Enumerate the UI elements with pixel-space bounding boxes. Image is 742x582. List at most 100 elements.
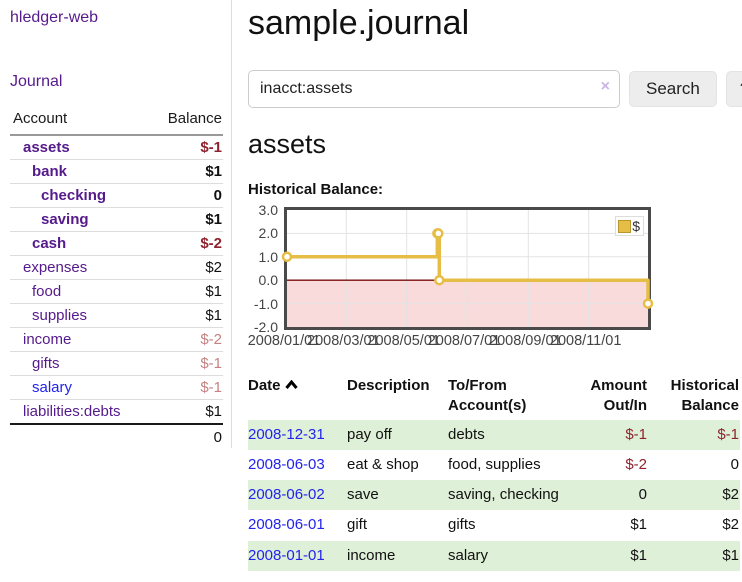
transaction-description-cell: pay off xyxy=(347,425,392,443)
chart-y-axis: 3.0 2.0 1.0 0.0 -1.0 -2.0 xyxy=(248,202,281,335)
transaction-balance-cell: $1 xyxy=(722,546,739,564)
search-field-wrap: × xyxy=(248,70,620,108)
search-input[interactable] xyxy=(248,70,620,108)
transaction-date-link[interactable]: 2008-06-01 xyxy=(248,516,325,534)
account-row: expenses $2 xyxy=(10,255,223,280)
clear-search-icon[interactable]: × xyxy=(600,78,610,95)
account-link[interactable]: assets xyxy=(23,139,70,156)
x-axis-tick-label: 2008/09/01 xyxy=(489,333,562,349)
account-row: bank $1 xyxy=(10,159,223,184)
x-axis-tick-label: 2008/11/01 xyxy=(549,333,622,349)
register-table: Date Description To/From Account(s) Amou… xyxy=(248,373,740,571)
transaction-balance-cell: $2 xyxy=(722,516,739,534)
account-link[interactable]: salary xyxy=(32,379,73,396)
y-axis-tick-label: -2.0 xyxy=(253,319,278,335)
y-axis-tick-label: 2.0 xyxy=(258,225,278,242)
account-link[interactable]: gifts xyxy=(32,355,60,372)
account-name-cell: cash xyxy=(10,231,150,256)
account-link[interactable]: saving xyxy=(41,211,89,228)
accounts-header-row: Account Balance xyxy=(10,106,223,136)
transaction-accounts-cell: food, supplies xyxy=(448,455,541,473)
account-row: gifts $-1 xyxy=(10,351,223,376)
account-name-cell: bank xyxy=(10,159,150,184)
accounts-total-spacer xyxy=(10,423,150,450)
transaction-date-link[interactable]: 2008-01-01 xyxy=(248,546,325,564)
account-link[interactable]: cash xyxy=(32,235,67,252)
transaction-amount-cell: $1 xyxy=(630,516,647,534)
search-button[interactable]: Search xyxy=(629,71,717,107)
register-row: 2008-01-01 income salary $1 $1 xyxy=(248,540,740,571)
account-balance: $1 xyxy=(149,399,223,424)
transaction-date-link[interactable]: 2008-06-02 xyxy=(248,486,325,503)
transaction-date-cell: 2008-12-31 xyxy=(248,420,347,450)
historical-balance-chart: 3.0 2.0 1.0 0.0 -1.0 -2.0 $ 2008/01/01 2008/03… xyxy=(248,202,742,353)
account-balance: $-2 xyxy=(149,231,223,256)
account-name-cell: gifts xyxy=(10,351,150,376)
account-link[interactable]: supplies xyxy=(32,307,88,324)
account-link[interactable]: expenses xyxy=(23,259,88,276)
search-bar: × Search ? xyxy=(248,70,742,108)
account-link[interactable]: checking xyxy=(41,187,107,204)
account-name-cell: income xyxy=(10,327,150,352)
register-row: 2008-06-01 gift gifts $1 $2 xyxy=(248,510,740,540)
account-balance: $1 xyxy=(149,303,223,328)
account-row: checking 0 xyxy=(10,183,223,208)
transaction-accounts-cell: debts xyxy=(448,425,485,443)
account-name-cell: saving xyxy=(10,207,150,232)
chart-heading: Historical Balance: xyxy=(248,181,384,198)
accounts-table: Account Balance assets $-1 bank $1 checking 0… xyxy=(10,106,223,450)
transaction-amount-cell: $1 xyxy=(630,546,647,564)
transaction-accounts-cell: gifts xyxy=(448,516,476,534)
account-link[interactable]: liabilities:debts xyxy=(23,403,121,420)
account-balance: 0 xyxy=(149,183,223,208)
description-column-header: Description xyxy=(347,377,430,394)
sort-ascending-icon xyxy=(284,376,298,396)
account-column-header: Account xyxy=(10,106,150,136)
y-axis-tick-label: 3.0 xyxy=(258,202,278,218)
transaction-date-cell: 2008-01-01 xyxy=(248,541,347,571)
transaction-description-cell: save xyxy=(347,486,379,503)
register-row: 2008-06-03 eat & shop food, supplies $-2 0 xyxy=(248,450,740,480)
accounts-total-value: 0 xyxy=(149,423,223,450)
y-axis-tick-label: -1.0 xyxy=(253,295,278,312)
account-link[interactable]: bank xyxy=(32,163,68,180)
accounts-column-header: To/From Account(s) xyxy=(448,377,527,415)
transaction-accounts-cell: salary xyxy=(448,546,489,564)
account-balance: $1 xyxy=(149,279,223,304)
journal-link[interactable]: Journal xyxy=(10,73,63,90)
transaction-date-cell: 2008-06-03 xyxy=(248,450,347,480)
account-balance: $1 xyxy=(149,207,223,232)
account-row: saving $1 xyxy=(10,207,223,232)
date-column-header[interactable]: Date xyxy=(248,373,347,420)
account-link[interactable]: income xyxy=(23,331,72,348)
amount-column-header: Amount Out/In xyxy=(590,377,647,415)
account-balance: $2 xyxy=(149,255,223,280)
register-header-row: Date Description To/From Account(s) Amou… xyxy=(248,373,740,420)
account-name-cell: assets xyxy=(10,135,150,160)
account-name-cell: liabilities:debts xyxy=(10,399,150,424)
transaction-description-cell: gift xyxy=(347,516,368,534)
main-content: sample.journal × Search ? assets Histori… xyxy=(232,0,742,571)
account-name-cell: food xyxy=(10,279,150,304)
x-axis-tick-label: 2008/03/01 xyxy=(307,333,380,349)
account-balance: $-2 xyxy=(149,327,223,352)
y-axis-tick-label: 0.0 xyxy=(258,272,278,289)
account-row: cash $-2 xyxy=(10,231,223,256)
account-row: salary $-1 xyxy=(10,375,223,400)
transaction-date-cell: 2008-06-02 xyxy=(248,480,347,510)
account-link[interactable]: food xyxy=(32,283,62,300)
account-balance: $-1 xyxy=(200,139,222,156)
transaction-date-link[interactable]: 2008-06-03 xyxy=(248,455,325,473)
transaction-date-link[interactable]: 2008-12-31 xyxy=(248,425,325,443)
register-row: 2008-06-02 save saving, checking 0 $2 xyxy=(248,480,740,511)
transaction-accounts-cell: saving, checking xyxy=(448,486,559,503)
account-heading: assets xyxy=(248,129,327,159)
accounts-total-row: 0 xyxy=(10,423,223,450)
account-row: assets $-1 xyxy=(10,135,223,160)
chart-legend: $ xyxy=(615,216,644,236)
account-name-cell: supplies xyxy=(10,303,150,328)
app-title-link[interactable]: hledger-web xyxy=(10,9,99,26)
help-button[interactable]: ? xyxy=(725,71,742,107)
date-header-label: Date xyxy=(248,377,281,394)
